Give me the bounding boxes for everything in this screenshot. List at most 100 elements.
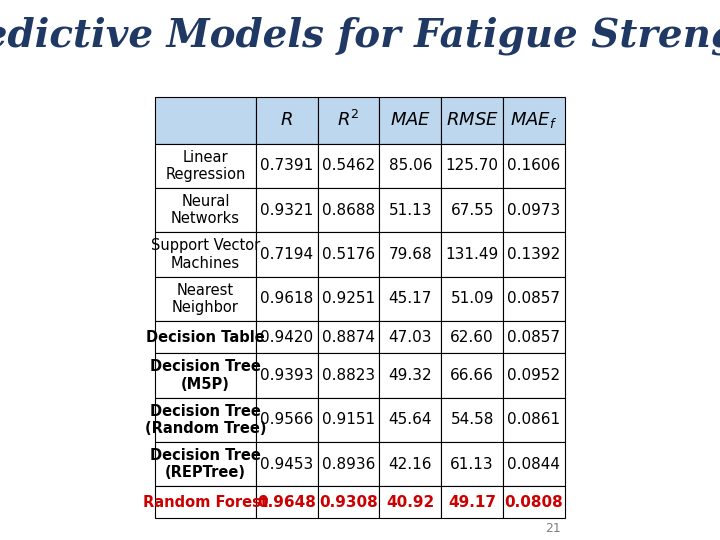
Text: 0.0844: 0.0844 bbox=[508, 457, 560, 471]
Bar bbox=[441, 397, 503, 442]
Text: 0.7194: 0.7194 bbox=[260, 247, 313, 262]
Text: 0.9453: 0.9453 bbox=[260, 457, 313, 471]
Bar bbox=[503, 397, 564, 442]
Text: 49.32: 49.32 bbox=[389, 368, 432, 383]
Text: 0.9618: 0.9618 bbox=[260, 292, 313, 306]
Text: 67.55: 67.55 bbox=[451, 202, 494, 218]
Text: 66.66: 66.66 bbox=[450, 368, 494, 383]
Text: 49.17: 49.17 bbox=[448, 495, 496, 510]
Text: 0.0808: 0.0808 bbox=[505, 495, 563, 510]
Bar bbox=[441, 144, 503, 188]
Bar bbox=[156, 442, 256, 487]
Bar bbox=[379, 487, 441, 518]
Text: 0.1606: 0.1606 bbox=[508, 158, 561, 173]
Bar bbox=[379, 232, 441, 276]
Text: Decision Table: Decision Table bbox=[146, 329, 265, 345]
Bar bbox=[503, 232, 564, 276]
Bar bbox=[156, 144, 256, 188]
Text: 85.06: 85.06 bbox=[389, 158, 432, 173]
Text: 0.0861: 0.0861 bbox=[508, 412, 560, 427]
Text: 79.68: 79.68 bbox=[389, 247, 432, 262]
Bar bbox=[379, 97, 441, 144]
Text: 54.58: 54.58 bbox=[451, 412, 494, 427]
Text: 62.60: 62.60 bbox=[450, 329, 494, 345]
Text: 0.5462: 0.5462 bbox=[322, 158, 375, 173]
Bar bbox=[318, 487, 379, 518]
Text: 0.9393: 0.9393 bbox=[260, 368, 313, 383]
Text: $\mathit{RMSE}$: $\mathit{RMSE}$ bbox=[446, 111, 498, 130]
Text: 42.16: 42.16 bbox=[389, 457, 432, 471]
Text: 51.13: 51.13 bbox=[389, 202, 432, 218]
Bar bbox=[318, 97, 379, 144]
Bar bbox=[441, 97, 503, 144]
Bar bbox=[156, 321, 256, 353]
Bar bbox=[256, 397, 318, 442]
Bar bbox=[379, 321, 441, 353]
Bar bbox=[318, 276, 379, 321]
Bar bbox=[503, 144, 564, 188]
Bar bbox=[256, 232, 318, 276]
Text: 0.8688: 0.8688 bbox=[322, 202, 375, 218]
Bar bbox=[318, 188, 379, 232]
Bar bbox=[156, 353, 256, 397]
Text: $\mathit{MAE_f}$: $\mathit{MAE_f}$ bbox=[510, 110, 557, 130]
Text: 0.0857: 0.0857 bbox=[508, 329, 560, 345]
Text: 0.9321: 0.9321 bbox=[260, 202, 313, 218]
Text: Decision Tree
(Random Tree): Decision Tree (Random Tree) bbox=[145, 403, 266, 436]
Bar bbox=[156, 397, 256, 442]
Bar bbox=[256, 276, 318, 321]
Text: 0.0952: 0.0952 bbox=[508, 368, 560, 383]
Text: 40.92: 40.92 bbox=[386, 495, 434, 510]
Bar bbox=[441, 442, 503, 487]
Bar bbox=[156, 188, 256, 232]
Bar bbox=[256, 353, 318, 397]
Text: 131.49: 131.49 bbox=[446, 247, 499, 262]
Text: 0.0973: 0.0973 bbox=[508, 202, 561, 218]
Text: $\mathit{MAE}$: $\mathit{MAE}$ bbox=[390, 111, 431, 130]
Bar bbox=[156, 487, 256, 518]
Bar bbox=[156, 276, 256, 321]
Text: Support Vector
Machines: Support Vector Machines bbox=[151, 238, 260, 271]
Bar bbox=[379, 276, 441, 321]
Bar bbox=[441, 321, 503, 353]
Text: 0.9308: 0.9308 bbox=[319, 495, 378, 510]
Bar bbox=[256, 321, 318, 353]
Text: 0.9566: 0.9566 bbox=[260, 412, 313, 427]
Text: Predictive Models for Fatigue Strength: Predictive Models for Fatigue Strength bbox=[0, 16, 720, 55]
Text: $\mathit{R^2}$: $\mathit{R^2}$ bbox=[337, 110, 360, 131]
Bar bbox=[156, 232, 256, 276]
Bar bbox=[256, 442, 318, 487]
Bar bbox=[441, 232, 503, 276]
Bar bbox=[256, 188, 318, 232]
Bar bbox=[379, 144, 441, 188]
Text: 0.9251: 0.9251 bbox=[322, 292, 375, 306]
Text: 0.1392: 0.1392 bbox=[508, 247, 561, 262]
Bar bbox=[441, 188, 503, 232]
Bar bbox=[503, 321, 564, 353]
Text: Linear
Regression: Linear Regression bbox=[166, 150, 246, 182]
Bar bbox=[318, 442, 379, 487]
Text: Nearest
Neighbor: Nearest Neighbor bbox=[172, 283, 239, 315]
Text: 0.0857: 0.0857 bbox=[508, 292, 560, 306]
Bar bbox=[503, 442, 564, 487]
Text: 0.9648: 0.9648 bbox=[257, 495, 316, 510]
Bar bbox=[156, 97, 256, 144]
Text: $\mathit{R}$: $\mathit{R}$ bbox=[280, 111, 293, 130]
Text: Decision Tree
(M5P): Decision Tree (M5P) bbox=[150, 359, 261, 392]
Text: 45.17: 45.17 bbox=[389, 292, 432, 306]
Text: Random Forest: Random Forest bbox=[143, 495, 268, 510]
Bar bbox=[318, 321, 379, 353]
Bar bbox=[379, 442, 441, 487]
Bar bbox=[318, 144, 379, 188]
Bar bbox=[256, 487, 318, 518]
Bar bbox=[379, 353, 441, 397]
Bar bbox=[318, 232, 379, 276]
Text: 61.13: 61.13 bbox=[450, 457, 494, 471]
Text: 0.8874: 0.8874 bbox=[322, 329, 375, 345]
Bar bbox=[503, 97, 564, 144]
Bar bbox=[318, 353, 379, 397]
Bar bbox=[379, 397, 441, 442]
Text: Decision Tree
(REPTree): Decision Tree (REPTree) bbox=[150, 448, 261, 481]
Bar bbox=[256, 97, 318, 144]
Bar bbox=[441, 276, 503, 321]
